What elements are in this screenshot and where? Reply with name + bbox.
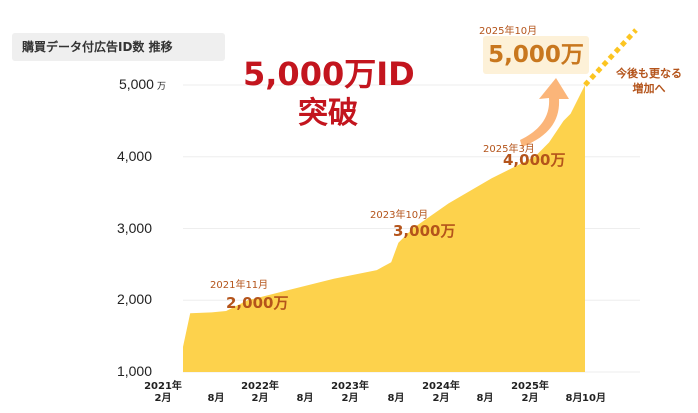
y-tick-label: 1,000	[116, 363, 166, 379]
x-tick-label: 2023年 2月	[331, 381, 369, 404]
final-value-box: 5,000万	[483, 36, 589, 74]
y-tick-value: 3,000	[116, 219, 152, 236]
annotation-value: 2,000万	[226, 294, 289, 312]
x-tick-label: 8月	[387, 393, 405, 404]
annotation-value: 4,000万	[503, 151, 566, 169]
headline: 5,000万ID 突破	[243, 54, 415, 134]
x-tick-label: 2021年 2月	[144, 381, 182, 404]
x-tick-label: 10月	[582, 393, 606, 404]
future-note: 今後も更なる 増加へ	[616, 67, 682, 95]
annotation-value: 3,000万	[393, 222, 456, 240]
x-tick-label: 8月	[476, 393, 494, 404]
y-tick-value: 1,000	[116, 363, 152, 379]
x-tick-label: 8月	[296, 393, 314, 404]
area-series	[183, 85, 585, 372]
growth-arrow-icon	[520, 78, 569, 147]
y-tick-label: 2,000	[116, 291, 166, 307]
y-tick-label: 5,000 万	[116, 76, 166, 92]
chart-title-badge: 購買データ付広告ID数 推移	[12, 33, 225, 61]
y-tick-value: 5,000	[118, 76, 154, 92]
annotation-date: 2023年10月	[370, 210, 429, 221]
headline-line1: 5,000万ID	[243, 55, 415, 93]
x-tick-label: 8月	[207, 393, 225, 404]
x-tick-label: 2022年 2月	[241, 381, 279, 404]
annotation-date: 2025年3月	[483, 144, 535, 155]
y-tick-value: 4,000	[116, 147, 152, 164]
x-tick-label: 8月	[565, 393, 583, 404]
y-unit-label: 万	[156, 81, 166, 91]
y-tick-label: 4,000	[116, 148, 166, 164]
x-tick-label: 2025年 2月	[511, 381, 549, 404]
annotation-date: 2025年10月	[479, 26, 538, 37]
y-tick-value: 2,000	[116, 291, 152, 308]
headline-line2: 突破	[298, 96, 358, 131]
annotation-date: 2021年11月	[210, 280, 269, 291]
x-tick-label: 2024年 2月	[422, 381, 460, 404]
future-trend-line	[583, 28, 638, 87]
y-tick-label: 3,000	[116, 220, 166, 236]
